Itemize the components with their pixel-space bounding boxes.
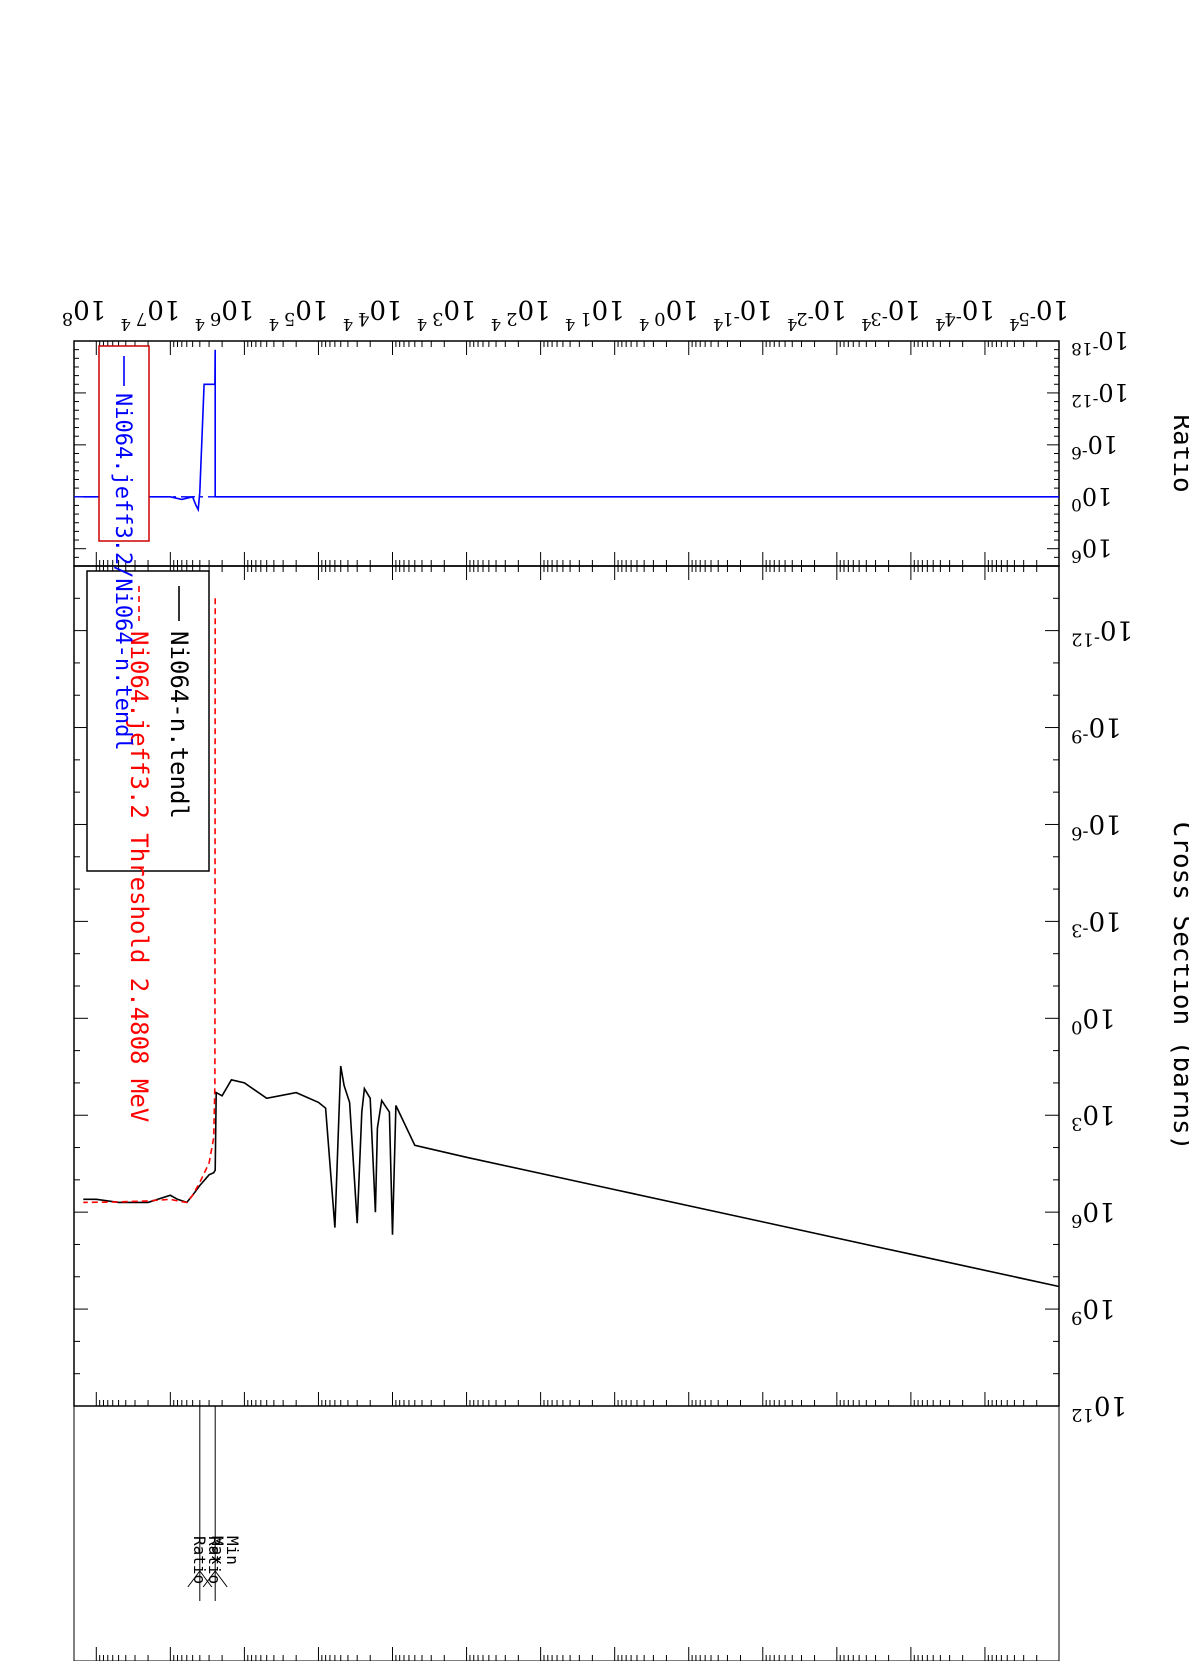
series-line-tendl [83,1065,1060,1288]
x-tick-exponent: 7 [136,308,147,329]
x-minor-label: 4 [269,315,279,334]
y-tick-exponent: 3 [1071,1113,1082,1134]
y-tick-exponent: 12 [1071,1404,1094,1425]
y-tick-label: 10-6 [1071,430,1118,462]
x-tick-label: 104 [358,294,403,329]
min-ratio-label: Ratio [205,1536,224,1584]
chart-frames [73,340,1060,1661]
y-tick-exponent: 0 [1071,494,1082,514]
axis-labels: 10-5410-4410-3410-2410-14100410141024103… [62,294,1189,1584]
x-tick-label: 102 [506,294,551,329]
x-tick-label: 10-5 [1018,294,1069,329]
x-tick-label: 106 [210,294,255,329]
x-minor-label: 4 [121,315,131,334]
y-tick-label: 10-12 [1071,378,1129,410]
x-minor-label: 4 [417,315,427,334]
x-minor-label: 4 [935,315,945,334]
y-tick-exponent: 6 [1071,546,1082,566]
y-tick-exponent: 0 [1071,1016,1082,1037]
x-tick-label: 10-3 [870,294,921,329]
y-tick-label: 103 [1071,1099,1116,1134]
min-ratio-label: Min [223,1536,242,1565]
y-tick-label: 10-12 [1071,615,1133,650]
x-tick-exponent: 1 [580,308,591,329]
max-ratio-label: Ratio [190,1536,209,1584]
x-tick-label: 10-4 [944,294,995,329]
y-tick-label: 100 [1071,1002,1116,1037]
series-line-ratio [83,349,1059,513]
x-minor-label: 4 [1009,315,1019,334]
y-tick-label: 10-6 [1071,808,1122,843]
y-tick-exponent: -9 [1071,726,1089,747]
y-tick-label: 106 [1071,534,1112,566]
y-tick-label: 10-18 [1071,326,1129,358]
y-tick-exponent: -6 [1071,822,1089,843]
y-tick-exponent: -3 [1071,919,1089,940]
x-tick-exponent: 2 [506,308,517,329]
y-tick-exponent: -18 [1071,338,1098,358]
y-tick-exponent: -12 [1071,629,1100,650]
y-tick-label: 109 [1071,1293,1116,1328]
x-tick-exponent: 6 [210,308,221,329]
axis-ticks [73,340,1060,1661]
min-ratio-arrow [202,1570,228,1588]
y-tick-exponent: -6 [1071,442,1088,462]
y-tick-label: 10-9 [1071,712,1122,747]
x-tick-exponent: -5 [1018,308,1036,329]
legend-label: Ni064.jeff3.2 Threshold 2.4808 MeV [125,631,153,1122]
x-minor-label: 4 [787,315,797,334]
x-tick-exponent: -2 [796,308,814,329]
legend-label: Ni064.jeff3.2/Ni064-n.tendl [110,393,135,751]
x-minor-label: 4 [195,315,205,334]
series-line-jeff [83,598,217,1204]
legend-box-top [86,570,210,872]
x-tick-exponent: 3 [432,308,443,329]
x-minor-label: 4 [861,315,871,334]
x-tick-exponent: 4 [358,308,369,329]
y-tick-label: 100 [1071,482,1112,514]
y-tick-label: 10-3 [1071,905,1122,940]
x-tick-label: 103 [432,294,477,329]
x-minor-label: 4 [491,315,501,334]
x-minor-label: 4 [713,315,723,334]
x-tick-label: 10-1 [722,294,773,329]
max-ratio-label: Max [208,1536,227,1565]
y-tick-label: 106 [1071,1196,1116,1231]
x-tick-label: 105 [284,294,329,329]
y-axis-label: Ratio [1167,414,1189,492]
x-tick-label: 100 [654,294,699,329]
x-minor-label: 4 [639,315,649,334]
series-lines [74,349,1060,1601]
top-panel-frame [73,565,1060,1407]
x-tick-label: 107 [136,294,181,329]
y-tick-exponent: -12 [1071,390,1098,410]
y-tick-exponent: 6 [1071,1210,1082,1231]
y-tick-exponent: 9 [1071,1307,1082,1328]
x-tick-label: 10-2 [796,294,847,329]
y-tick-label: 1012 [1071,1390,1127,1425]
x-tick-exponent: 8 [62,308,73,329]
x-tick-label: 108 [62,294,107,329]
x-tick-exponent: -1 [722,308,740,329]
x-tick-exponent: 5 [284,308,295,329]
marker-band-frame [73,1405,1060,1661]
y-axis-label: Cross Section (barns) [1167,822,1189,1151]
x-tick-exponent: 0 [654,308,665,329]
x-tick-exponent: -4 [944,308,962,329]
max-ratio-arrow [187,1570,213,1588]
x-minor-label: 4 [565,315,575,334]
bottom-panel-frame [73,340,1060,567]
x-tick-label: 101 [580,294,625,329]
legend-label: Ni064-n.tendl [165,631,193,819]
x-tick-exponent: -3 [870,308,888,329]
legends: Ni064-n.tendl Ni064.jeff3.2 Threshold 2.4… [86,345,210,1122]
x-minor-label: 4 [343,315,353,334]
